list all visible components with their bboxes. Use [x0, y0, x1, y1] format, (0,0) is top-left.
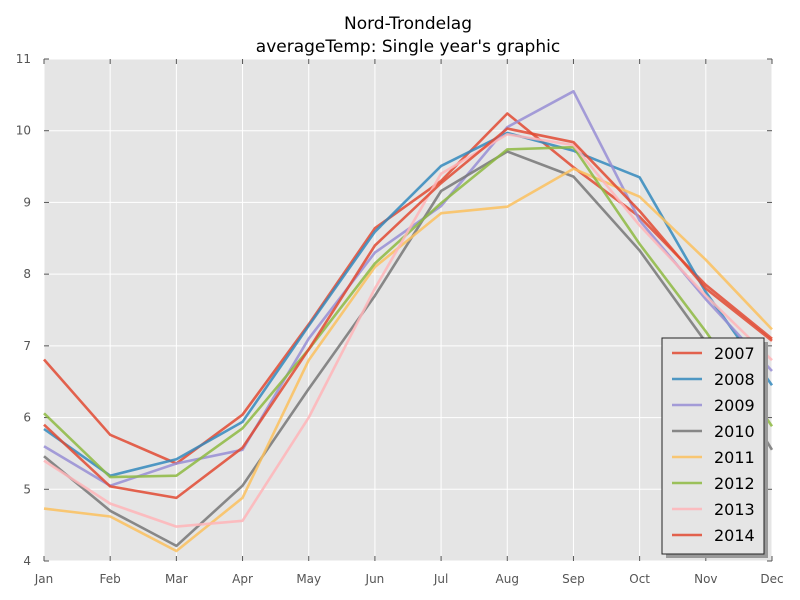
legend-label-2007: 2007 — [714, 344, 755, 363]
series-line-2010 — [43, 150, 774, 548]
x-tick-label: Feb — [100, 572, 121, 586]
grid-lines — [43, 58, 773, 562]
y-tick-label: 11 — [16, 52, 31, 66]
series-line-2007 — [43, 112, 773, 465]
x-tick-label: Jan — [34, 572, 54, 586]
x-tick-label: Jun — [365, 572, 385, 586]
chart-subtitle: averageTemp: Single year's graphic — [256, 37, 560, 57]
x-tick-label: Dec — [760, 572, 783, 586]
plot-area — [44, 59, 772, 561]
y-tick-label: 10 — [16, 124, 31, 138]
series-lines — [43, 90, 774, 553]
series-line-2014 — [43, 127, 773, 500]
series-line-2011 — [43, 167, 773, 553]
chart-title: Nord-Trondelag — [344, 14, 472, 34]
x-tick-label: Jul — [433, 572, 448, 586]
legend-label-2009: 2009 — [714, 396, 755, 415]
x-tick-label: May — [296, 572, 321, 586]
y-tick-label: 5 — [23, 482, 31, 496]
x-tick-label: Apr — [232, 572, 253, 586]
x-tick-label: Aug — [496, 572, 519, 586]
series-line-2013 — [43, 133, 773, 528]
x-tick-label: Mar — [165, 572, 188, 586]
y-tick-label: 9 — [23, 195, 31, 209]
x-tick-label: Oct — [629, 572, 650, 586]
y-tick-label: 7 — [23, 339, 31, 353]
legend-label-2012: 2012 — [714, 474, 755, 493]
series-line-2008 — [43, 131, 774, 478]
y-tick-label: 6 — [23, 411, 31, 425]
y-tick-label: 4 — [23, 554, 31, 568]
x-tick-label: Nov — [694, 572, 717, 586]
legend-label-2008: 2008 — [714, 370, 755, 389]
legend-label-2010: 2010 — [714, 422, 755, 441]
legend: 2007 2008 2009 2010 2011 2012 2013 2014 — [661, 337, 768, 558]
legend-label-2011: 2011 — [714, 448, 755, 467]
y-tick-label: 8 — [23, 267, 31, 281]
axis-ticks: Jan Feb Mar Apr May Jun Jul Aug Sep Oct Nov Dec 4 5 6 7… — [16, 52, 784, 586]
x-tick-label: Sep — [562, 572, 585, 586]
legend-label-2014: 2014 — [714, 526, 755, 545]
legend-box — [661, 337, 765, 555]
legend-label-2013: 2013 — [714, 500, 755, 519]
